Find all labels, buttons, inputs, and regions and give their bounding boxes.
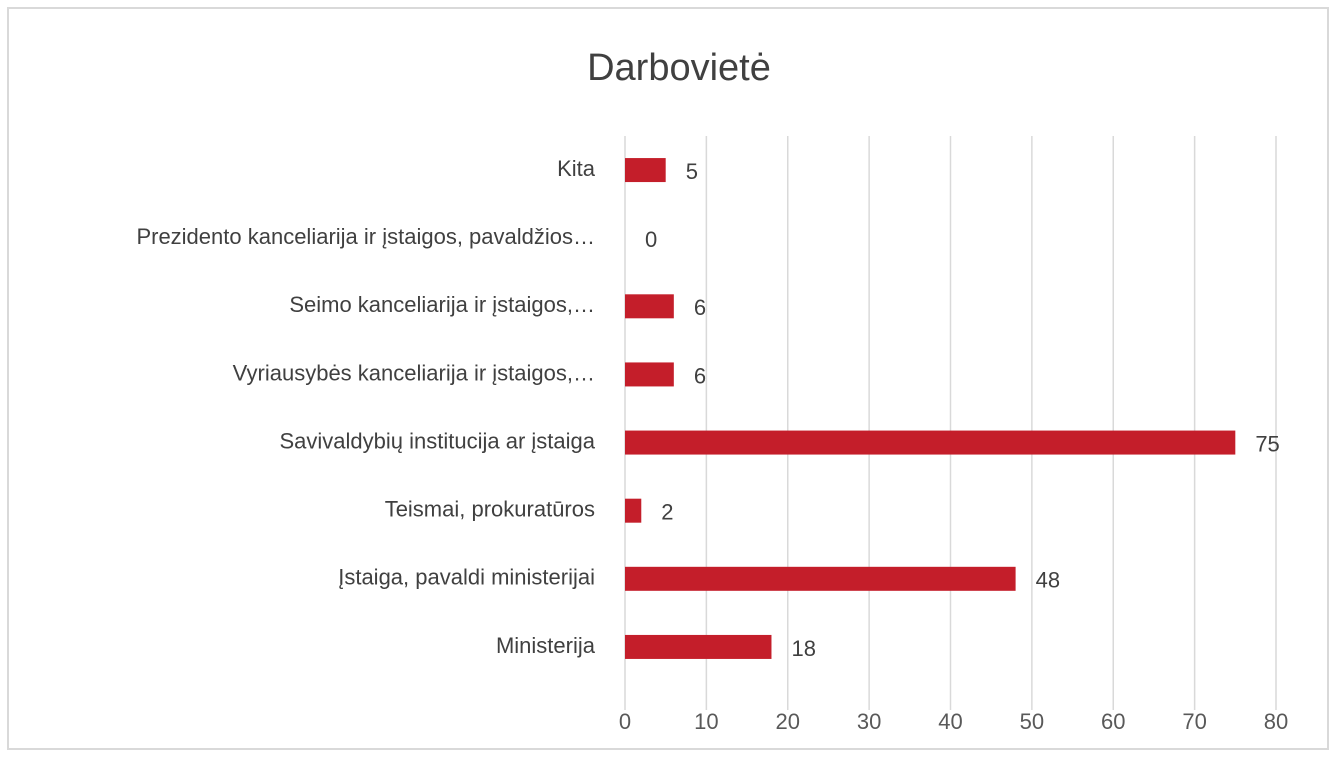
x-tick-label: 20 [776, 709, 800, 734]
data-label: 2 [661, 500, 673, 525]
bar [625, 634, 772, 659]
y-tick-label: Įstaiga, pavaldi ministerijai [338, 565, 595, 590]
x-tick-label: 80 [1264, 709, 1288, 734]
bar [625, 430, 1236, 455]
y-tick-label: Savivaldybių institucija ar įstaiga [280, 428, 596, 453]
x-tick-label: 10 [694, 709, 718, 734]
x-tick-label: 30 [857, 709, 881, 734]
chart-title: Darbovietė [587, 47, 771, 89]
bar [625, 498, 642, 523]
y-tick-label: Prezidento kanceliarija ir įstaigos, pav… [136, 224, 595, 249]
data-label: 5 [686, 159, 698, 184]
y-tick-label: Kita [557, 156, 596, 181]
y-tick-label: Teismai, prokuratūros [385, 497, 595, 522]
bar [625, 294, 674, 319]
x-tick-label: 0 [619, 709, 631, 734]
data-label: 48 [1036, 568, 1060, 593]
bar [625, 362, 674, 387]
data-label: 18 [791, 636, 815, 661]
y-tick-label: Ministerija [496, 633, 596, 658]
x-tick-label: 70 [1182, 709, 1206, 734]
y-tick-label: Seimo kanceliarija ir įstaigos,… [289, 292, 595, 317]
x-tick-label: 50 [1020, 709, 1044, 734]
y-tick-label: Vyriausybės kanceliarija ir įstaigos,… [233, 360, 595, 385]
data-label: 6 [694, 295, 706, 320]
data-label: 0 [645, 227, 657, 252]
data-label: 75 [1255, 431, 1279, 456]
x-tick-label: 40 [938, 709, 962, 734]
x-tick-label: 60 [1101, 709, 1125, 734]
data-label: 6 [694, 363, 706, 388]
bar [625, 566, 1016, 591]
bar [625, 158, 666, 183]
